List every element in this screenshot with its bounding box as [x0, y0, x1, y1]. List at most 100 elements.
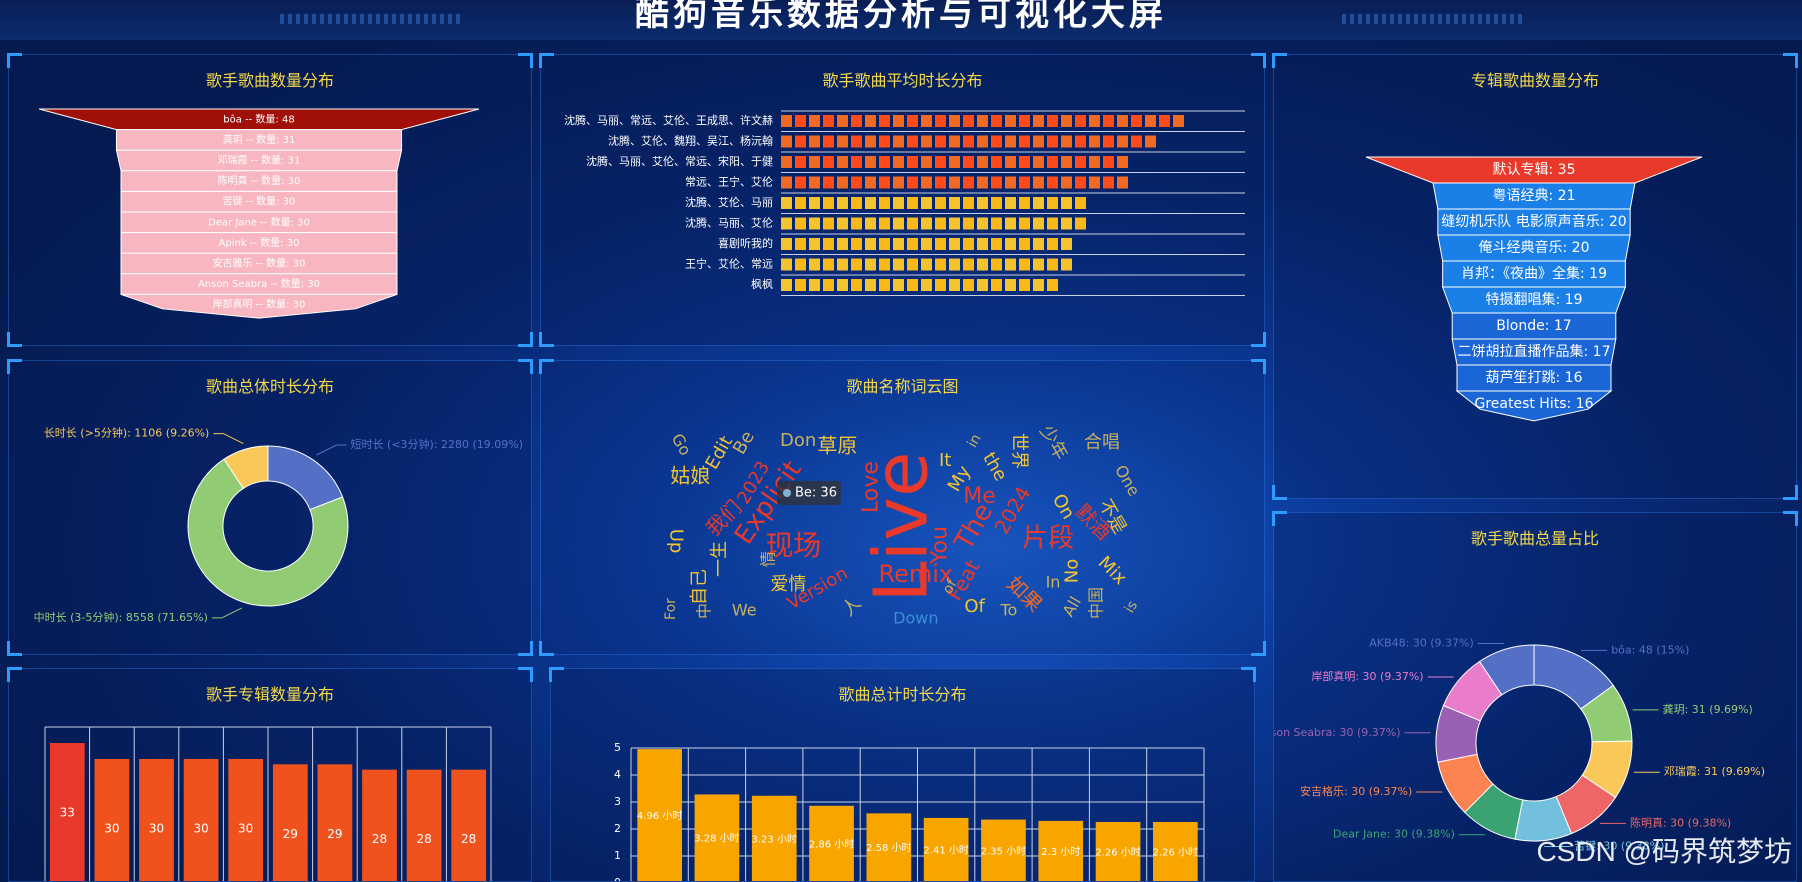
- bar-block: [823, 115, 834, 127]
- bar-block: [1019, 279, 1030, 291]
- bar-block: [935, 156, 946, 168]
- bar-block: [809, 279, 820, 291]
- category-label: 王宁、艾伦、常远: [685, 257, 773, 271]
- bar-block: [907, 115, 918, 127]
- bar-block: [1019, 176, 1030, 189]
- bar-block: [907, 217, 918, 230]
- bar-block: [949, 156, 960, 168]
- bar-block: [921, 258, 932, 271]
- funnel-label: 陈明真 -- 数量: 30: [218, 174, 301, 187]
- tooltip: [777, 481, 841, 505]
- word: Remix: [878, 560, 953, 588]
- bar-block: [1061, 217, 1072, 230]
- bar-block: [907, 135, 918, 148]
- bar-block: [1061, 176, 1072, 189]
- bar-block: [1005, 135, 1016, 148]
- bar-block: [879, 176, 890, 189]
- funnel-label: Anson Seabra -- 数量: 30: [198, 277, 320, 290]
- panel-title: 歌手歌曲总量占比: [1470, 529, 1599, 548]
- panel-album-songs: 专辑歌曲数量分布 默认专辑: 35 粤语经典: 21 缝纫机乐队 电影原声音乐: 2…: [1272, 53, 1798, 500]
- pie-slice: [267, 445, 344, 511]
- bar: [406, 769, 442, 881]
- bar-block: [1103, 176, 1114, 189]
- donut-chart: bôa: 48 (15%) 龚玥: 31 (9.69%) 邓瑞霞: 31 (9.69…: [1274, 636, 1765, 852]
- bar-block: [837, 115, 848, 127]
- bar-chart: 33 30 30 30 30 29 29 28 28 28: [44, 726, 492, 881]
- slice-label: 长时长 (>5分钟): 1106 (9.26%): [44, 426, 210, 440]
- bar-block: [921, 156, 932, 168]
- bar-block: [977, 176, 988, 189]
- word: Live: [859, 451, 945, 602]
- bar-block: [809, 115, 820, 127]
- bar-block: [1075, 217, 1086, 230]
- bar-block: [893, 176, 904, 189]
- funnel-label: 缝纫机乐队 电影原声音乐: 20: [1441, 213, 1626, 230]
- bar-block: [991, 176, 1002, 189]
- bar-block: [963, 258, 974, 271]
- panel-title: 歌手歌曲平均时长分布: [822, 71, 983, 90]
- slice-label: 邓瑞霞: 31 (9.69%): [1664, 764, 1765, 778]
- bar-block: [921, 217, 932, 230]
- bar-block: [893, 258, 904, 271]
- data-label: 3.23 小时: [752, 833, 797, 845]
- bar-block: [1005, 258, 1016, 271]
- bar-block: [1005, 115, 1016, 127]
- bar-block: [1089, 156, 1100, 168]
- bar-block: [893, 217, 904, 230]
- bar-block: [977, 238, 988, 250]
- bar-block: [963, 115, 974, 127]
- bar-block: [1145, 135, 1156, 148]
- bar-block: [977, 156, 988, 168]
- bar-block: [893, 135, 904, 148]
- pie-slice: [187, 458, 349, 607]
- bar: [228, 759, 264, 881]
- funnel-label: 龚玥 -- 数量: 31: [223, 133, 296, 146]
- bar-block: [809, 217, 820, 230]
- category-label: 枫枫: [751, 277, 773, 291]
- panel-avg-duration: 歌手歌曲平均时长分布 沈腾、马丽、常远、艾伦、王成思、许文赫 沈腾、艾伦、魏翔、吴…: [539, 53, 1266, 347]
- bar-block: [795, 258, 806, 271]
- funnel-label: 葫芦笙打跳: 16: [1486, 369, 1583, 386]
- bar-block: [781, 115, 792, 127]
- bar-block: [893, 279, 904, 291]
- funnel-label: Apink -- 数量: 30: [219, 236, 300, 249]
- bar: [1095, 821, 1141, 881]
- bar-block: [795, 115, 806, 127]
- bar-block: [991, 279, 1002, 291]
- bar-block: [1131, 115, 1142, 127]
- bar-block: [991, 217, 1002, 230]
- funnel-label: Blonde: 17: [1496, 318, 1571, 334]
- bar-block: [795, 176, 806, 189]
- bar-block: [879, 217, 890, 230]
- bar-block: [1103, 135, 1114, 148]
- bar-block: [879, 135, 890, 148]
- bar-block: [809, 135, 820, 148]
- panel-sum-duration: 歌曲总计时长分布 0 1 2 3 4 5 4.96 小时 3.28 小时 3.23 小时 2.86…: [549, 667, 1256, 882]
- bar-block: [823, 176, 834, 189]
- bar-block: [1033, 258, 1044, 271]
- word: No: [1062, 559, 1083, 583]
- bar-block: [1005, 238, 1016, 250]
- panel-singer-share: 歌手歌曲总量占比 bôa: 48 (15%) 龚玥: 31 (9.69%) 邓瑞霞:…: [1272, 511, 1798, 882]
- bar-block: [851, 156, 862, 168]
- bar-block: [921, 279, 932, 291]
- bar-block: [963, 238, 974, 250]
- bar-block: [907, 156, 918, 168]
- bar-block: [795, 197, 806, 209]
- panel-wordcloud: 歌曲名称词云图 Live Remix 现场 Explicit The 片段 Love You M…: [539, 359, 1266, 656]
- bar-block: [1005, 279, 1016, 291]
- bar-block: [837, 238, 848, 250]
- bar-block: [781, 258, 792, 271]
- bar-block: [949, 279, 960, 291]
- bar-block: [907, 258, 918, 271]
- panel-title: 歌曲名称词云图: [846, 377, 959, 396]
- bar-block: [1047, 135, 1058, 148]
- bar-block: [879, 258, 890, 271]
- slice-label: 安吉格乐: 30 (9.37%): [1300, 784, 1412, 798]
- data-label: 30: [149, 822, 164, 836]
- bar-block: [1075, 156, 1086, 168]
- bar-block: [1019, 238, 1030, 250]
- bar-block: [935, 238, 946, 250]
- bar-block: [949, 176, 960, 189]
